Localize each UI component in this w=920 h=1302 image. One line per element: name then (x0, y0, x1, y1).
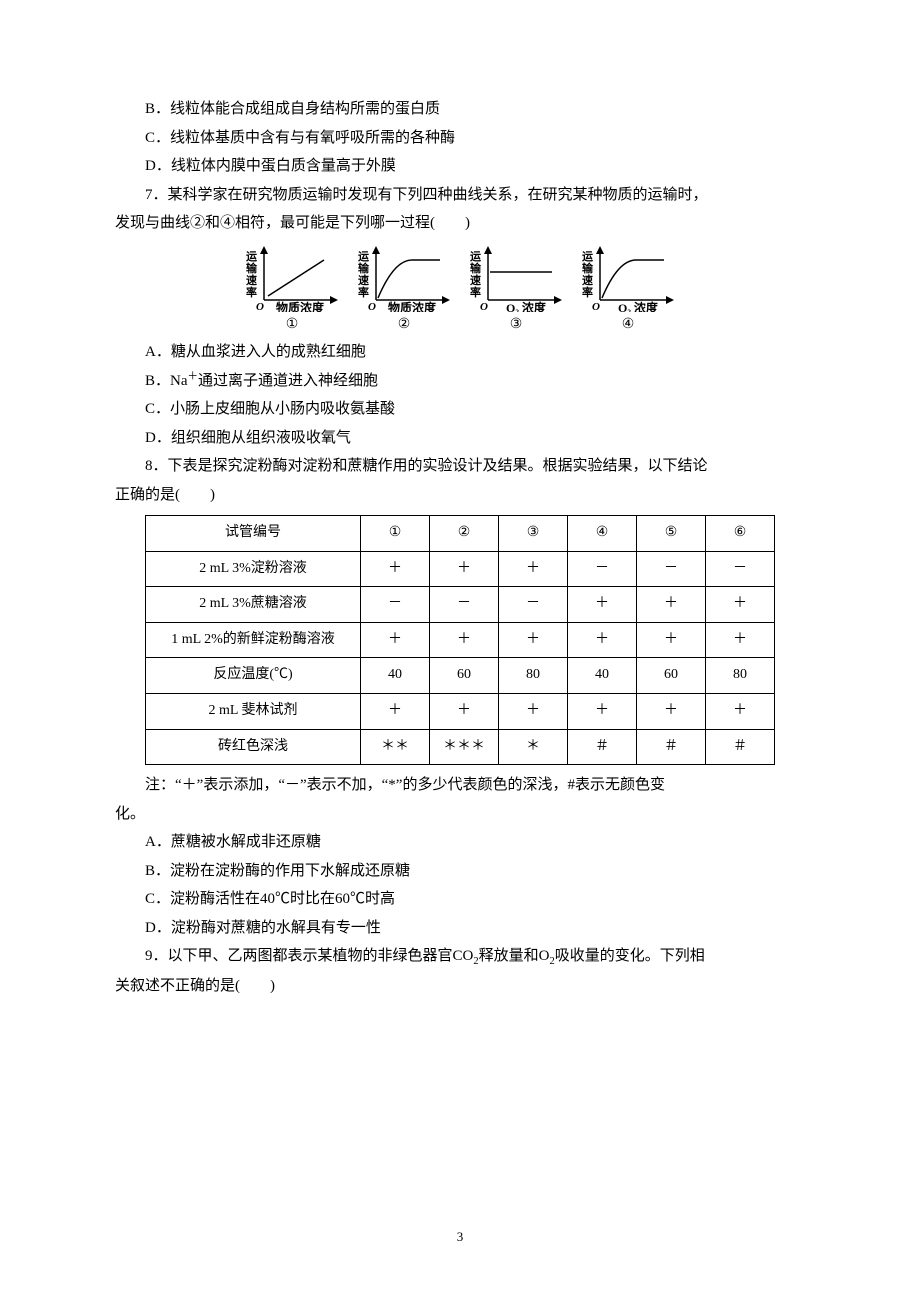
svg-text:O₂ 浓度: O₂ 浓度 (618, 300, 659, 312)
q7-option-b: B．Na＋通过离子通道进入神经细胞 (115, 367, 805, 396)
q7-stem-line1: 7．某科学家在研究物质运输时发现有下列四种曲线关系，在研究某种物质的运输时， (115, 181, 805, 210)
svg-text:率: 率 (358, 285, 369, 299)
svg-text:物质浓度: 物质浓度 (388, 300, 437, 312)
table-row: 反应温度(℃) 40 60 80 40 60 80 (146, 658, 775, 694)
q7-charts: 运 输 速 率 O 物质浓度 ① 运 输 速 率 O 物质浓度 (115, 242, 805, 339)
table-row: 2 mL 3%淀粉溶液 ＋ ＋ ＋ － － － (146, 551, 775, 587)
q7-chart-3: 运 输 速 率 O O₂ 浓度 ③ (466, 242, 566, 339)
q8-option-b: B．淀粉在淀粉酶的作用下水解成还原糖 (115, 857, 805, 886)
q7-chart-2: 运 输 速 率 O 物质浓度 ② (354, 242, 454, 339)
svg-text:运: 运 (470, 250, 481, 263)
svg-text:率: 率 (582, 285, 593, 299)
q7-chart-4-id: ④ (622, 312, 635, 339)
svg-text:物质浓度: 物质浓度 (276, 300, 325, 312)
col-header-4: ④ (568, 516, 637, 552)
q6-option-c: C．线粒体基质中含有与有氧呼吸所需的各种酶 (115, 124, 805, 153)
svg-text:输: 输 (470, 261, 482, 275)
svg-text:O: O (368, 301, 376, 312)
q6-option-b: B．线粒体能合成组成自身结构所需的蛋白质 (115, 95, 805, 124)
q7-stem-line2: 发现与曲线②和④相符，最可能是下列哪一过程( ) (115, 209, 805, 238)
col-header-1: ① (361, 516, 430, 552)
q7-option-a: A．糖从血浆进入人的成熟红细胞 (115, 338, 805, 367)
q7-option-d: D．组织细胞从组织液吸收氧气 (115, 424, 805, 453)
col-header-2: ② (430, 516, 499, 552)
q8-note-line2: 化。 (115, 800, 805, 829)
svg-text:O: O (256, 301, 264, 312)
svg-text:输: 输 (246, 261, 258, 275)
svg-text:速: 速 (358, 273, 369, 287)
svg-text:速: 速 (470, 273, 481, 287)
q8-stem-line1: 8．下表是探究淀粉酶对淀粉和蔗糖作用的实验设计及结果。根据实验结果，以下结论 (115, 452, 805, 481)
svg-text:速: 速 (246, 273, 257, 287)
q7-option-c: C．小肠上皮细胞从小肠内吸收氨基酸 (115, 395, 805, 424)
svg-text:O: O (592, 301, 600, 312)
q7-chart-2-id: ② (398, 312, 411, 339)
table-row: 1 mL 2%的新鲜淀粉酶溶液 ＋ ＋ ＋ ＋ ＋ ＋ (146, 622, 775, 658)
col-header-5: ⑤ (637, 516, 706, 552)
page-number: 3 (0, 1225, 920, 1250)
col-header-0: 试管编号 (146, 516, 361, 552)
table-row: 砖红色深浅 ＊＊ ＊＊＊ ＊ ＃ ＃ ＃ (146, 729, 775, 765)
svg-text:速: 速 (582, 273, 593, 287)
col-header-3: ③ (499, 516, 568, 552)
svg-text:运: 运 (358, 250, 369, 263)
svg-text:运: 运 (246, 250, 257, 263)
svg-text:输: 输 (358, 261, 370, 275)
q7-chart-1-id: ① (286, 312, 299, 339)
svg-text:率: 率 (246, 285, 257, 299)
table-row: 2 mL 斐林试剂 ＋ ＋ ＋ ＋ ＋ ＋ (146, 694, 775, 730)
q8-option-d: D．淀粉酶对蔗糖的水解具有专一性 (115, 914, 805, 943)
q9-stem-line2: 关叙述不正确的是( ) (115, 972, 805, 1001)
q7-chart-1: 运 输 速 率 O 物质浓度 ① (242, 242, 342, 339)
q9-stem-line1: 9．以下甲、乙两图都表示某植物的非绿色器官CO2释放量和O2吸收量的变化。下列相 (115, 942, 805, 972)
q8-option-a: A．蔗糖被水解成非还原糖 (115, 828, 805, 857)
table-row: 2 mL 3%蔗糖溶液 － － － ＋ ＋ ＋ (146, 587, 775, 623)
svg-text:输: 输 (582, 261, 594, 275)
q6-option-d: D．线粒体内膜中蛋白质含量高于外膜 (115, 152, 805, 181)
svg-text:率: 率 (470, 285, 481, 299)
svg-text:O: O (480, 301, 488, 312)
q7-chart-4: 运 输 速 率 O O₂ 浓度 ④ (578, 242, 678, 339)
svg-text:O₂ 浓度: O₂ 浓度 (506, 300, 547, 312)
q8-stem-line2: 正确的是( ) (115, 481, 805, 510)
q7-chart-3-id: ③ (510, 312, 523, 339)
q8-note-line1: 注：“＋”表示添加，“－”表示不加，“*”的多少代表颜色的深浅，#表示无颜色变 (115, 771, 805, 800)
q8-option-c: C．淀粉酶活性在40℃时比在60℃时高 (115, 885, 805, 914)
col-header-6: ⑥ (706, 516, 775, 552)
table-row-header: 试管编号 ① ② ③ ④ ⑤ ⑥ (146, 516, 775, 552)
q8-table: 试管编号 ① ② ③ ④ ⑤ ⑥ 2 mL 3%淀粉溶液 ＋ ＋ ＋ － － －… (145, 515, 775, 765)
svg-text:运: 运 (582, 250, 593, 263)
